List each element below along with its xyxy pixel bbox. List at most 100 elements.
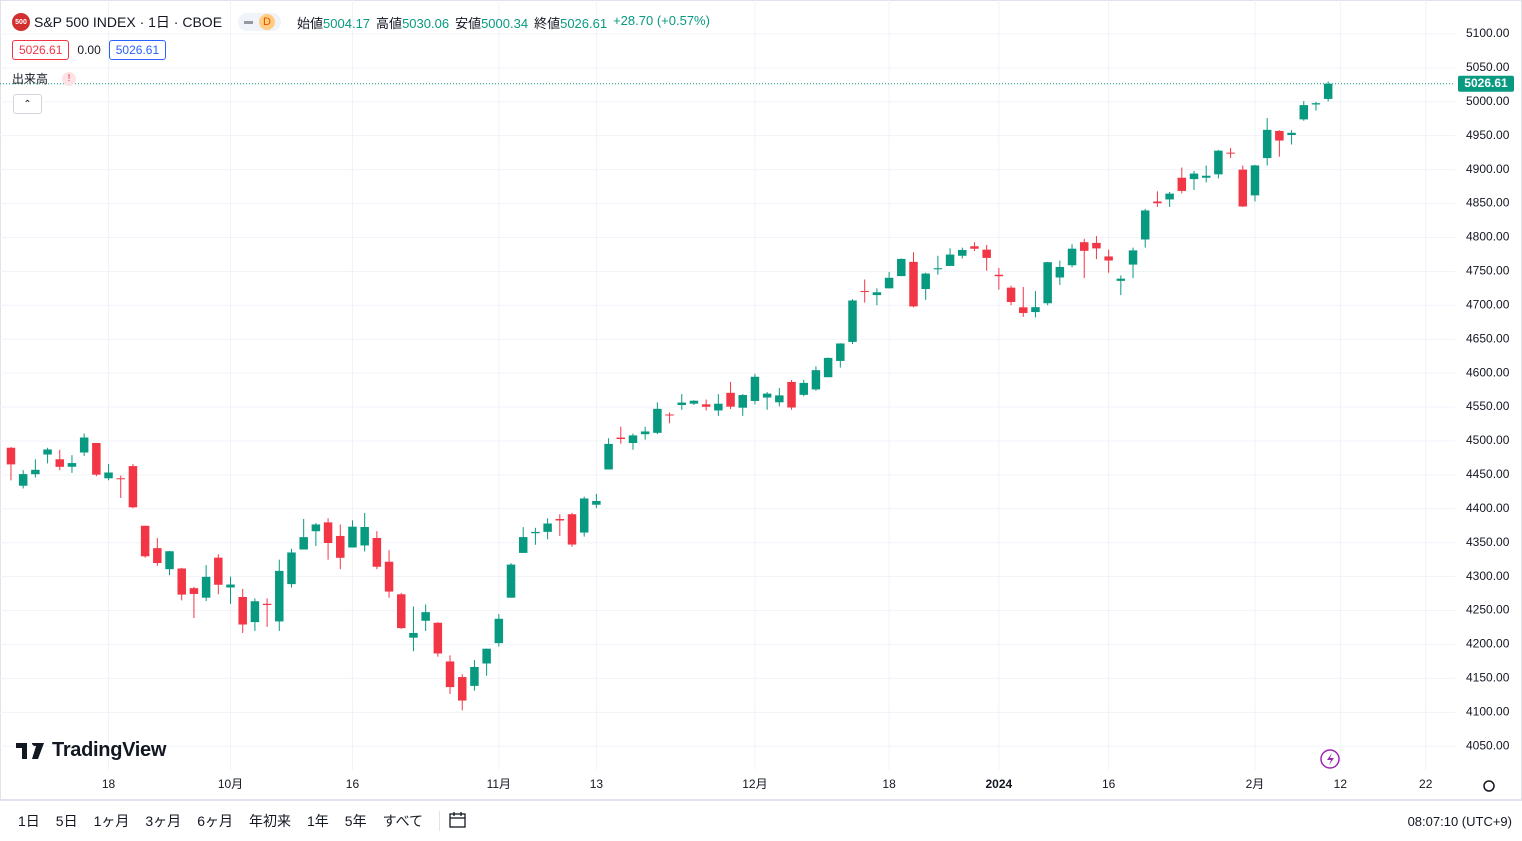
x-tick-label: 12 <box>1334 777 1348 791</box>
candle-body <box>323 522 333 543</box>
open-value: 5004.17 <box>323 15 371 31</box>
candle-body <box>372 537 382 567</box>
candle-body <box>31 469 40 475</box>
candle-body <box>348 526 357 548</box>
candle-body <box>1250 165 1260 196</box>
candle-body <box>677 402 687 406</box>
candle-body <box>1214 150 1223 175</box>
y-tick-label: 4050.00 <box>1466 738 1510 752</box>
candle-body <box>275 570 284 622</box>
collapse-button[interactable]: ⌃ <box>13 94 42 114</box>
x-tick-label: 12月 <box>742 777 767 791</box>
x-tick-label: 2月 <box>1246 777 1265 791</box>
candle-body <box>1201 175 1211 178</box>
candle-body <box>640 431 650 435</box>
candle-body <box>604 443 613 470</box>
candle-body <box>958 249 967 256</box>
candle-body <box>116 478 125 480</box>
candle-body <box>579 498 589 533</box>
candle-body <box>518 537 528 553</box>
candle-body <box>787 381 796 408</box>
candle-body <box>201 576 211 598</box>
y-tick-label: 4250.00 <box>1466 603 1510 617</box>
y-tick-label: 4400.00 <box>1466 501 1510 515</box>
trade-row: 5026.61 0.00 5026.61 <box>12 40 167 60</box>
range-button[interactable]: 5日 <box>55 813 78 829</box>
candle-body <box>1140 210 1150 240</box>
candle-body <box>1128 250 1138 265</box>
last-price-tag <box>1458 75 1514 92</box>
candle-body <box>92 443 101 475</box>
chart-title[interactable]: S&P 500 INDEX · 1日 · CBOE <box>34 14 223 30</box>
symbol-icon: 500 <box>12 13 30 31</box>
candle-body <box>1299 105 1309 120</box>
candle-body <box>1238 169 1248 207</box>
candle-body <box>299 537 308 550</box>
calendar-icon <box>449 811 466 828</box>
candle-body <box>1177 177 1187 191</box>
x-tick-label: 18 <box>882 777 896 791</box>
candle-body <box>153 548 162 564</box>
range-button[interactable]: 1年 <box>306 813 329 829</box>
candle-body <box>884 277 894 289</box>
range-button[interactable]: 年初来 <box>248 813 291 829</box>
candle-body <box>238 597 247 625</box>
candle-body <box>287 552 296 585</box>
range-button[interactable]: 3ヶ月 <box>145 813 182 829</box>
volume-label: 出来高 <box>12 72 49 86</box>
candle-body <box>701 404 711 407</box>
y-tick-label: 4300.00 <box>1466 569 1510 583</box>
candle-body <box>6 447 16 465</box>
y-tick-label: 4900.00 <box>1466 162 1510 176</box>
candle-body <box>1189 173 1199 180</box>
candle-body <box>189 588 199 594</box>
candle-body <box>1323 83 1333 99</box>
y-tick-label: 4650.00 <box>1466 331 1510 345</box>
y-tick-label: 4850.00 <box>1466 196 1510 210</box>
range-button[interactable]: 1日 <box>18 813 40 829</box>
candle-body <box>1116 278 1126 281</box>
candle-body <box>860 291 869 293</box>
buy-price[interactable]: 5026.61 <box>108 40 167 60</box>
candle-body <box>1092 242 1101 249</box>
candle-body <box>470 667 479 686</box>
candle-body <box>1043 262 1052 304</box>
range-button[interactable]: 5年 <box>344 813 367 829</box>
x-tick-label: 10月 <box>218 777 243 791</box>
y-tick-label: 5100.00 <box>1466 26 1510 40</box>
interval-letter: D <box>259 14 276 30</box>
settings-icon <box>1483 780 1495 792</box>
candle-body <box>128 466 138 508</box>
date-range-button[interactable] <box>448 811 468 832</box>
candle-body <box>1055 266 1065 278</box>
dash-icon <box>244 20 254 24</box>
open-label: 始値 <box>297 15 324 31</box>
candle-body <box>897 258 906 277</box>
range-button[interactable]: すべて <box>382 813 424 829</box>
interval-badge[interactable]: D <box>238 13 282 31</box>
candle-body <box>445 661 455 688</box>
volume-alert[interactable]: ! <box>62 71 77 86</box>
candle-body <box>555 518 565 521</box>
high-value: 5030.06 <box>402 15 450 31</box>
candle-body <box>1006 287 1016 303</box>
candle-body <box>1262 129 1272 159</box>
candle-body <box>872 292 882 296</box>
candle-body <box>360 526 369 546</box>
range-button[interactable]: 1ヶ月 <box>93 813 130 829</box>
y-tick-label: 4550.00 <box>1466 399 1510 413</box>
candle-body <box>140 525 150 557</box>
candle-body <box>1104 256 1113 261</box>
plot-border <box>0 0 1522 800</box>
x-tick-label: 16 <box>346 777 360 791</box>
sell-price[interactable]: 5026.61 <box>12 40 70 60</box>
separator <box>439 811 441 831</box>
candle-body <box>433 622 443 654</box>
x-tick-label: 22 <box>1419 777 1433 791</box>
candle-body <box>79 437 89 453</box>
candle-body <box>970 246 979 249</box>
candle-body <box>933 268 943 270</box>
range-button[interactable]: 6ヶ月 <box>197 813 233 829</box>
logo-text: TradingView <box>52 739 167 761</box>
